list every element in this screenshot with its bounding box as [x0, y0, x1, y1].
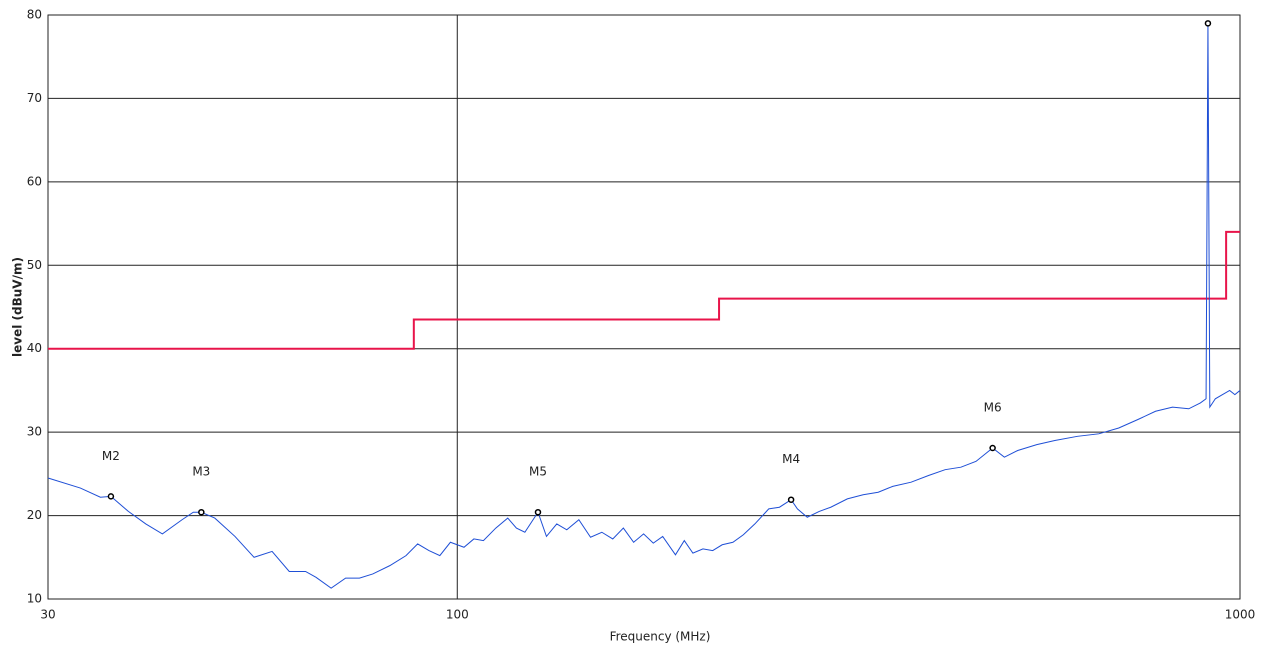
marker-label: M4 — [782, 452, 800, 466]
marker-label: M2 — [102, 449, 120, 463]
series-line — [48, 230, 1240, 350]
marker-label: M3 — [192, 465, 210, 479]
marker-point — [534, 508, 542, 516]
x-tick-label: 1000 — [1225, 608, 1256, 622]
y-tick-label: 80 — [27, 8, 42, 22]
y-tick-label: 20 — [27, 508, 42, 522]
marker-point — [787, 496, 795, 503]
x-tick-label: 30 — [40, 608, 55, 622]
marker-label: M5 — [529, 465, 547, 479]
y-tick-label: 60 — [27, 174, 42, 188]
y-axis-label: level (dBuV/m) — [11, 257, 25, 357]
marker-label: M6 — [984, 400, 1002, 414]
x-axis-label: Frequency (MHz) — [610, 630, 711, 644]
marker-point — [107, 493, 115, 500]
y-tick-label: 70 — [27, 91, 42, 105]
x-tick-label: 100 — [446, 608, 469, 622]
marker-point — [198, 508, 205, 516]
plot-frame — [47, 14, 1241, 600]
y-tick-label: 50 — [27, 258, 42, 272]
y-tick-label: 10 — [27, 592, 42, 606]
y-tick-label: 30 — [27, 425, 42, 439]
marker-point — [1204, 20, 1212, 27]
marker-point — [989, 444, 996, 452]
series-line — [47, 23, 1241, 589]
y-tick-label: 40 — [27, 341, 42, 355]
